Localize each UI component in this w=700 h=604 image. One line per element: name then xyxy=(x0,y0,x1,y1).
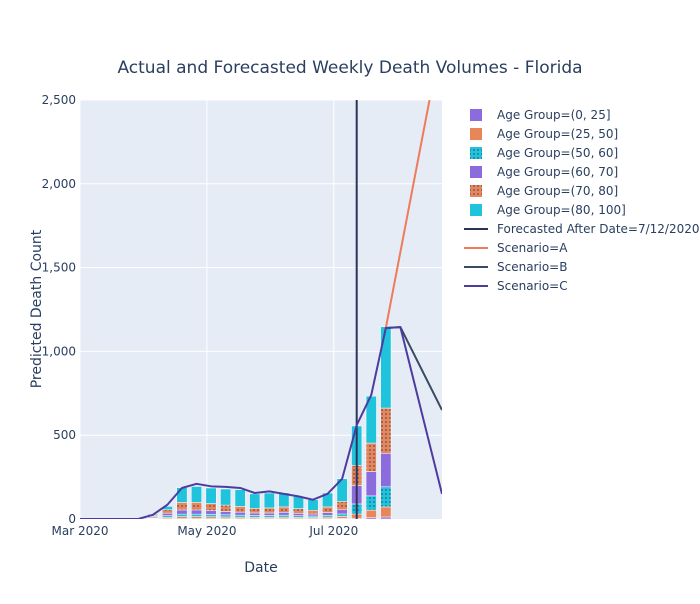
bar xyxy=(220,511,230,514)
legend-label: Age Group=(25, 50] xyxy=(497,127,618,141)
bar xyxy=(264,493,274,508)
bar xyxy=(366,496,376,510)
bar xyxy=(177,514,187,517)
x-tick-label: Mar 2020 xyxy=(52,524,109,538)
bar xyxy=(220,517,230,519)
y-tick-label: 500 xyxy=(53,428,76,442)
bar xyxy=(337,516,347,518)
y-axis: 0 500 1,000 1,500 2,000 2,500 xyxy=(42,93,76,526)
chart-title: Actual and Forecasted Weekly Death Volum… xyxy=(117,58,582,78)
bar xyxy=(177,517,187,519)
legend-swatch xyxy=(470,185,482,197)
legend-label: Scenario=B xyxy=(497,260,567,274)
bar xyxy=(220,505,230,511)
bar xyxy=(381,327,391,408)
legend-label: Scenario=A xyxy=(497,241,568,255)
legend-label: Age Group=(0, 25] xyxy=(497,108,611,122)
legend-label: Age Group=(60, 70] xyxy=(497,165,618,179)
bar xyxy=(322,507,332,513)
y-axis-title: Predicted Death Count xyxy=(29,229,45,388)
x-axis: Mar 2020 May 2020 Jul 2020 xyxy=(52,524,359,538)
legend-label: Forecasted After Date=7/12/2020 xyxy=(497,222,700,236)
bar xyxy=(366,443,376,471)
legend-swatch xyxy=(470,147,482,159)
bar xyxy=(206,488,216,504)
bar xyxy=(322,515,332,517)
y-tick-label: 0 xyxy=(68,512,76,526)
bar xyxy=(191,502,201,510)
y-tick-label: 1,500 xyxy=(42,261,76,275)
bar xyxy=(250,508,260,513)
y-tick-label: 2,500 xyxy=(42,93,76,107)
bar xyxy=(279,515,289,517)
bar xyxy=(206,517,216,519)
bar xyxy=(235,506,245,512)
bar xyxy=(337,501,347,509)
bar xyxy=(264,515,274,517)
bar xyxy=(206,504,216,511)
legend-label: Scenario=C xyxy=(497,279,568,293)
bar xyxy=(206,514,216,516)
legend-swatch xyxy=(470,109,482,121)
legend-label: Age Group=(80, 100] xyxy=(497,203,626,217)
bar xyxy=(293,509,303,514)
bar xyxy=(235,490,245,507)
bar xyxy=(250,494,260,508)
legend-swatch xyxy=(470,128,482,140)
bar xyxy=(381,517,391,519)
bar xyxy=(381,408,391,453)
bar xyxy=(235,512,245,515)
legend-label: Age Group=(70, 80] xyxy=(497,184,618,198)
bar xyxy=(322,513,332,516)
y-tick-label: 1,000 xyxy=(42,344,76,358)
bar xyxy=(264,513,274,516)
x-tick-label: May 2020 xyxy=(177,524,236,538)
bar xyxy=(162,516,172,518)
bar xyxy=(308,500,318,511)
bar xyxy=(293,516,303,518)
bar xyxy=(337,514,347,517)
legend: Age Group=(0, 25] Age Group=(25, 50] Age G… xyxy=(464,108,700,293)
bar xyxy=(366,472,376,496)
bar xyxy=(220,489,230,505)
bar xyxy=(206,511,216,515)
bar xyxy=(235,515,245,517)
bar xyxy=(279,512,289,515)
bar xyxy=(177,488,187,503)
bar xyxy=(191,517,201,519)
x-tick-label: Jul 2020 xyxy=(308,524,358,538)
legend-label: Age Group=(50, 60] xyxy=(497,146,618,160)
bar xyxy=(308,510,318,514)
bar xyxy=(250,513,260,516)
bar xyxy=(177,502,187,510)
bar xyxy=(366,510,376,518)
bar xyxy=(220,515,230,517)
bar xyxy=(264,508,274,513)
bar xyxy=(191,514,201,517)
bar xyxy=(337,510,347,514)
bar xyxy=(162,510,172,513)
bar xyxy=(381,453,391,487)
bar xyxy=(177,510,187,514)
y-tick-label: 2,000 xyxy=(42,177,76,191)
bar xyxy=(381,487,391,507)
legend-swatch xyxy=(470,166,482,178)
bar xyxy=(381,507,391,517)
bar xyxy=(162,513,172,516)
bar xyxy=(191,510,201,514)
bar xyxy=(250,515,260,517)
bar xyxy=(308,514,318,516)
legend-swatch xyxy=(470,204,482,216)
plot-area xyxy=(80,100,442,519)
bar xyxy=(293,513,303,515)
bar xyxy=(191,486,201,502)
x-axis-title: Date xyxy=(244,560,277,576)
bar xyxy=(279,507,289,512)
